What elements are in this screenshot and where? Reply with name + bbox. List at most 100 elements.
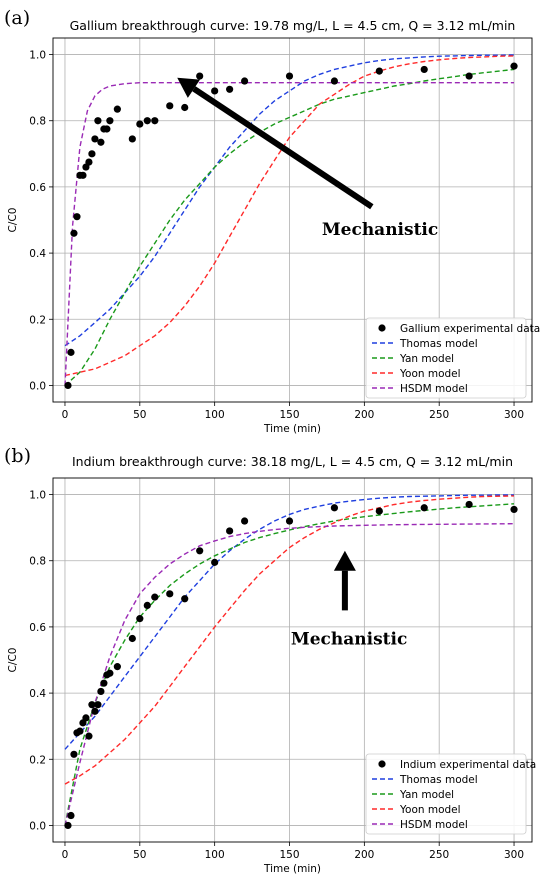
chart-panel: (b) Indium breakthrough curve: 38.18 mg/L… bbox=[4, 445, 536, 875]
hsdm-model-line bbox=[64, 523, 515, 826]
legend-label: Yoon model bbox=[399, 804, 461, 816]
data-point bbox=[375, 507, 383, 515]
data-point bbox=[64, 381, 72, 390]
plot-frame bbox=[52, 477, 533, 843]
chart-title: Gallium breakthrough curve: 19.78 mg/L, … bbox=[70, 18, 516, 33]
legend-label: Yan model bbox=[399, 353, 454, 365]
y-tick-label: 0.8 bbox=[29, 556, 46, 568]
y-tick-label: 0.8 bbox=[29, 116, 46, 128]
data-point bbox=[88, 150, 96, 158]
data-point bbox=[88, 701, 96, 709]
y-tick-label: 0.4 bbox=[29, 248, 46, 260]
data-point bbox=[70, 229, 78, 237]
chart-title: Indium breakthrough curve: 38.18 mg/L, L… bbox=[72, 454, 513, 469]
x-axis-label: Time (min) bbox=[263, 863, 321, 875]
data-point bbox=[128, 634, 136, 643]
data-point bbox=[375, 67, 383, 75]
legend-label: Thomas model bbox=[399, 338, 478, 350]
data-point bbox=[143, 117, 151, 125]
data-point bbox=[136, 120, 144, 128]
data-point bbox=[181, 595, 189, 603]
legend-box bbox=[365, 317, 527, 399]
data-point bbox=[64, 821, 72, 830]
y-tick-label: 0.6 bbox=[29, 622, 46, 634]
data-point bbox=[85, 158, 93, 166]
plot-frame bbox=[52, 37, 533, 403]
data-point bbox=[226, 527, 234, 535]
data-point bbox=[103, 125, 111, 133]
y-tick-label: 0.0 bbox=[29, 380, 46, 392]
legend-label: Yan model bbox=[399, 789, 454, 801]
data-point bbox=[100, 679, 108, 687]
x-tick-label: 50 bbox=[133, 409, 146, 421]
legend-label: Thomas model bbox=[399, 774, 478, 786]
data-point bbox=[510, 62, 518, 70]
x-tick-label: 150 bbox=[279, 849, 299, 861]
legend-marker bbox=[378, 760, 386, 768]
data-point bbox=[510, 505, 518, 514]
legend-label: HSDM model bbox=[400, 383, 468, 395]
data-point bbox=[82, 714, 90, 722]
data-point bbox=[85, 732, 93, 740]
y-tick-label: 1.0 bbox=[29, 490, 46, 502]
legend: Gallium experimental data Thomas model Yan… bbox=[365, 317, 540, 399]
data-point bbox=[241, 77, 249, 85]
data-point bbox=[285, 72, 294, 80]
hsdm-model-line bbox=[64, 81, 514, 386]
yoon-model-line bbox=[64, 495, 515, 785]
legend: Indium experimental data Thomas model Yan … bbox=[365, 753, 536, 835]
data-point bbox=[91, 135, 99, 143]
legend-label: Yoon model bbox=[399, 368, 461, 380]
legend-box bbox=[365, 753, 527, 835]
x-tick-label: 200 bbox=[354, 849, 374, 861]
data-point bbox=[226, 85, 234, 93]
panel-label: (b) bbox=[4, 445, 31, 467]
x-tick-label: 100 bbox=[205, 409, 225, 421]
data-point bbox=[94, 701, 102, 709]
yoon-model-line bbox=[64, 55, 515, 377]
data-point bbox=[91, 707, 99, 715]
data-point bbox=[241, 517, 249, 525]
data-point bbox=[420, 65, 428, 74]
x-tick-label: 50 bbox=[133, 849, 146, 861]
thomas-model-line bbox=[64, 54, 515, 347]
x-tick-label: 0 bbox=[62, 849, 69, 861]
data-point bbox=[330, 504, 339, 512]
mechanistic-arrow-shaft bbox=[192, 86, 374, 210]
x-tick-label: 300 bbox=[504, 409, 524, 421]
y-tick-label: 0.0 bbox=[29, 820, 46, 832]
legend-marker bbox=[378, 324, 386, 332]
data-point bbox=[196, 72, 204, 80]
legend-label: HSDM model bbox=[400, 819, 468, 831]
mechanistic-arrow-head bbox=[177, 77, 200, 98]
panel-label: (a) bbox=[4, 7, 30, 29]
data-point bbox=[465, 72, 473, 80]
data-point bbox=[106, 669, 114, 677]
data-point bbox=[330, 77, 339, 85]
data-point bbox=[128, 135, 136, 143]
data-point bbox=[285, 517, 294, 525]
y-tick-label: 0.6 bbox=[29, 182, 46, 194]
y-tick-label: 1.0 bbox=[29, 50, 46, 62]
yan-model-line bbox=[64, 68, 515, 387]
annotation-mechanistic: Mechanistic bbox=[322, 220, 438, 240]
data-point bbox=[97, 138, 105, 146]
x-tick-label: 250 bbox=[429, 849, 449, 861]
data-point bbox=[67, 811, 75, 820]
chart-panel: (a) Gallium breakthrough curve: 19.78 mg/… bbox=[4, 7, 540, 435]
legend-label: Gallium experimental data bbox=[400, 323, 540, 335]
x-tick-label: 100 bbox=[205, 849, 225, 861]
data-point bbox=[79, 171, 87, 179]
y-tick-label: 0.2 bbox=[29, 754, 46, 766]
data-point bbox=[94, 117, 102, 125]
y-axis-label: C/C0 bbox=[7, 648, 19, 673]
legend-label: Indium experimental data bbox=[400, 759, 536, 771]
y-axis-label: C/C0 bbox=[7, 208, 19, 233]
data-point bbox=[211, 87, 219, 95]
data-point bbox=[196, 547, 204, 555]
data-point bbox=[113, 105, 121, 113]
x-tick-label: 150 bbox=[279, 409, 299, 421]
data-point bbox=[113, 663, 121, 671]
x-tick-label: 200 bbox=[354, 409, 374, 421]
